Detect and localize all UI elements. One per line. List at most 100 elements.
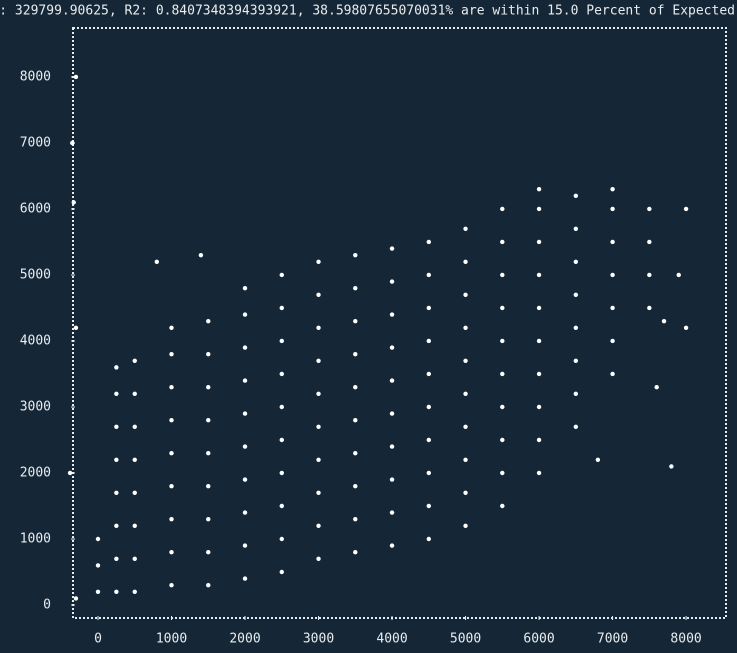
point [114,589,119,594]
point [536,404,542,410]
point [683,206,689,212]
point [536,371,542,377]
point [206,351,211,357]
point [463,259,468,264]
point [70,140,75,146]
point [169,351,174,357]
point [114,365,119,370]
point [316,325,321,330]
x-tick-label: 8000 [670,632,701,647]
point [353,285,358,291]
point [610,305,615,311]
point [500,338,505,344]
y-tick-label: 5000 [20,267,51,282]
point [242,543,248,548]
point [610,272,615,278]
point [426,272,431,278]
point [206,582,211,588]
point [536,206,542,212]
point [500,404,505,410]
point [206,483,211,489]
point [316,358,321,363]
point [206,549,211,555]
x-tick-label: 5000 [450,632,481,647]
point [573,292,579,297]
point [95,536,101,542]
point [647,305,652,311]
point [654,384,659,390]
point [389,378,395,383]
point [353,516,358,522]
point [242,312,248,317]
x-tick-label: 4000 [376,632,407,647]
point [610,338,615,344]
y-tick-label: 6000 [20,201,51,216]
y-tick-label: 8000 [20,69,51,84]
point [132,556,137,561]
point [463,325,468,330]
point [353,318,358,324]
point [595,457,601,462]
point [169,549,174,555]
point [500,437,505,443]
point [114,424,119,429]
point [536,239,542,245]
point [95,589,101,594]
point [536,437,542,443]
point [132,523,137,528]
point [316,391,321,396]
point [647,272,652,278]
point [132,391,137,396]
point [279,272,284,278]
point [279,371,284,377]
point [426,404,431,410]
point [426,338,431,344]
point [132,457,137,462]
point [154,259,160,264]
point [661,318,667,324]
point [536,338,542,344]
point [242,411,248,416]
point [389,477,395,482]
point [536,186,542,192]
x-tick-label: 2000 [229,632,260,647]
point [67,470,73,476]
point [73,74,79,80]
point [426,503,431,509]
point [500,503,505,509]
point [316,424,321,429]
point [132,424,137,429]
point [426,239,431,245]
point [279,536,284,542]
point [426,371,431,377]
x-tick-label: 1000 [156,632,187,647]
point [389,279,395,284]
point [353,351,358,357]
point [114,391,119,396]
point [610,186,615,192]
point [353,450,358,456]
y-tick-label: 4000 [20,333,51,348]
x-tick-label: 3000 [303,632,334,647]
point [426,536,431,542]
x-tick-label: 6000 [523,632,554,647]
point [389,312,395,317]
point [353,252,358,258]
point [206,450,211,456]
point [114,490,119,495]
point [206,417,211,423]
point [279,338,284,344]
point [242,576,248,581]
point [389,411,395,416]
point [279,470,284,476]
point [683,325,689,330]
point [676,272,681,278]
point [426,470,431,476]
point [463,424,468,429]
point [95,563,101,568]
point [573,259,579,264]
point [316,556,321,561]
point [573,424,579,429]
